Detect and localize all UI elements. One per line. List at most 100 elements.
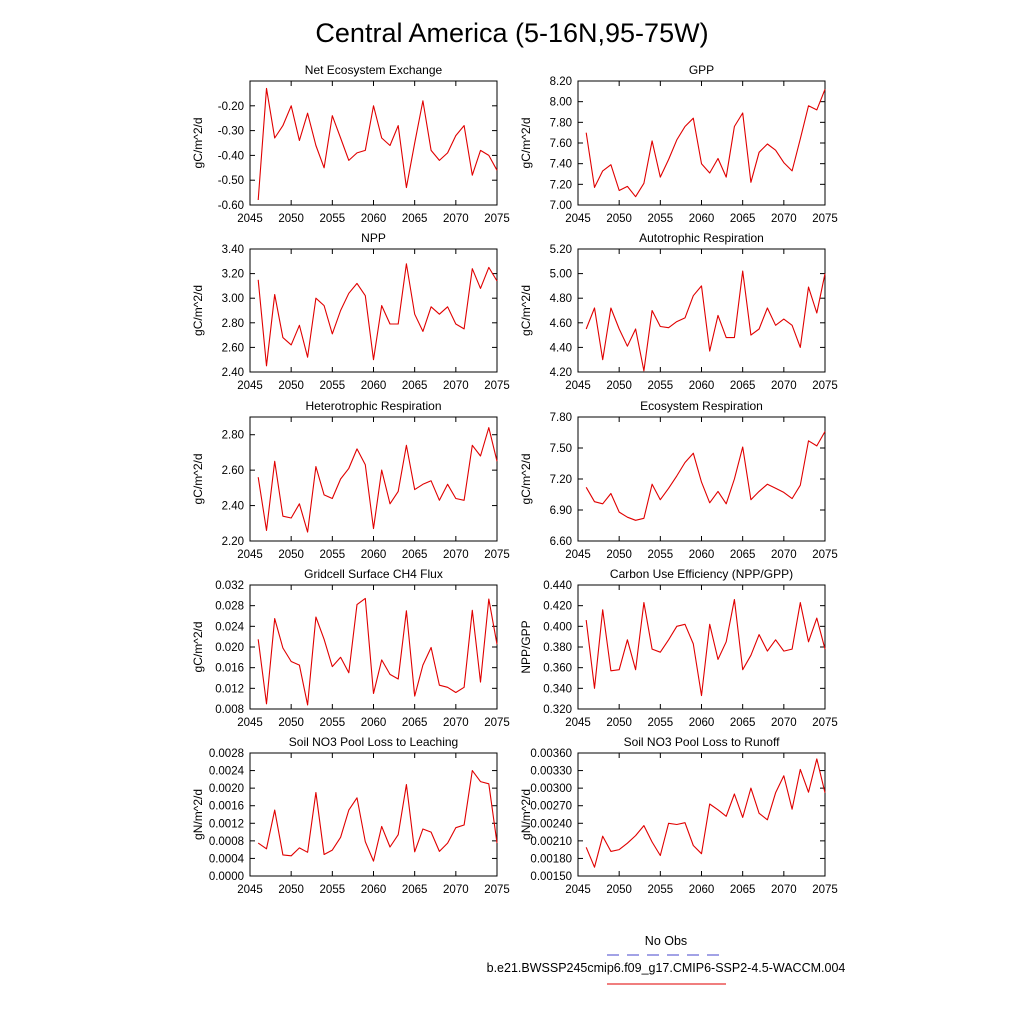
y-tick-label: 6.90: [550, 505, 572, 517]
x-tick-label: 2070: [771, 717, 797, 729]
y-axis-label: gC/m^2/d: [519, 285, 533, 336]
panels-group: Net Ecosystem Exchange -0.60 -0.50 -0.40 -0.…: [191, 63, 838, 896]
x-tick-label: 2050: [606, 549, 632, 561]
plot-frame: [577, 752, 826, 877]
panel-title: Ecosystem Respiration: [640, 399, 763, 413]
x-tick-label: 2045: [237, 717, 263, 729]
y-tick-label: 3.40: [222, 244, 244, 256]
y-tick-label: -0.40: [218, 150, 244, 162]
panel-title: Carbon Use Efficiency (NPP/GPP): [610, 567, 793, 581]
y-axis-label: gN/m^2/d: [519, 789, 533, 840]
y-tick-label: 0.320: [543, 704, 572, 716]
panel-title: GPP: [689, 63, 714, 77]
plot-frame: [249, 416, 498, 542]
y-tick-label: 3.00: [222, 293, 244, 305]
x-tick-label: 2060: [361, 717, 387, 729]
y-tick-label: -0.50: [218, 175, 244, 187]
series-line: [257, 597, 498, 706]
y-tick-label: 4.80: [550, 293, 572, 305]
y-tick-label: 0.00180: [530, 853, 572, 865]
x-tick-label: 2055: [320, 549, 346, 561]
y-tick-label: 0.0008: [209, 836, 244, 848]
x-tick-label: 2045: [565, 549, 591, 561]
x-tick-label: 2050: [278, 213, 304, 225]
plot-frame: [249, 752, 498, 877]
x-tick-label: 2065: [730, 884, 756, 896]
y-tick-label: 2.60: [222, 342, 244, 354]
y-tick-label: 0.00210: [530, 836, 572, 848]
chart-panel-8: Carbon Use Efficiency (NPP/GPP) 0.320 0.34…: [519, 567, 838, 729]
x-tick-label: 2060: [689, 380, 715, 392]
y-tick-label: 0.360: [543, 663, 572, 675]
y-tick-label: 2.80: [222, 318, 244, 330]
x-tick-label: 2045: [237, 380, 263, 392]
y-tick-label: 4.20: [550, 367, 572, 379]
x-tick-label: 2055: [648, 213, 674, 225]
x-tick-label: 2050: [278, 380, 304, 392]
chart-panel-5: Heterotrophic Respiration 2.20 2.40 2.60 2.8…: [191, 399, 510, 561]
series-line: [585, 758, 826, 868]
y-tick-label: 7.00: [550, 200, 572, 212]
y-tick-label: 0.00330: [530, 766, 572, 778]
y-tick-label: 7.60: [550, 138, 572, 150]
x-tick-label: 2075: [812, 884, 838, 896]
x-tick-label: 2070: [443, 884, 469, 896]
y-tick-label: 0.00240: [530, 818, 572, 830]
y-tick-label: 6.60: [550, 536, 572, 548]
x-tick-label: 2065: [402, 549, 428, 561]
series-line: [257, 87, 498, 201]
x-tick-label: 2075: [812, 380, 838, 392]
x-tick-label: 2070: [771, 213, 797, 225]
y-axis-label: NPP/GPP: [519, 620, 533, 673]
panel-title: Gridcell Surface CH4 Flux: [304, 567, 443, 581]
y-tick-label: 0.016: [215, 663, 244, 675]
x-tick-label: 2060: [689, 549, 715, 561]
panel-title: Soil NO3 Pool Loss to Leaching: [289, 735, 458, 749]
plot-frame: [577, 584, 826, 710]
x-tick-label: 2055: [320, 213, 346, 225]
x-tick-label: 2045: [237, 213, 263, 225]
panel-title: Net Ecosystem Exchange: [305, 63, 443, 77]
y-tick-label: 0.0004: [209, 853, 245, 865]
x-tick-label: 2055: [320, 717, 346, 729]
series-line: [585, 270, 826, 372]
x-tick-label: 2050: [606, 380, 632, 392]
y-tick-label: 0.0028: [209, 748, 244, 760]
x-tick-label: 2050: [606, 717, 632, 729]
x-tick-label: 2055: [320, 380, 346, 392]
y-tick-label: 0.0020: [209, 783, 244, 795]
x-tick-label: 2050: [278, 549, 304, 561]
series-line: [585, 89, 826, 198]
legend: No Obs b.e21.BWSSP245cmip6.f09_g17.CMIP6…: [487, 934, 845, 985]
x-tick-label: 2050: [606, 213, 632, 225]
series-line: [585, 431, 826, 521]
chart-panel-10: Soil NO3 Pool Loss to Runoff 0.00150 0.001…: [519, 735, 838, 896]
x-tick-label: 2045: [565, 884, 591, 896]
chart-panel-2: GPP 7.00 7.20 7.40 7.60 7.80 8.00 8.20 2045 2050 2…: [519, 63, 838, 225]
x-tick-label: 2055: [648, 549, 674, 561]
y-tick-label: 7.20: [550, 474, 572, 486]
x-tick-label: 2060: [689, 884, 715, 896]
y-tick-label: 0.0012: [209, 818, 244, 830]
series-line: [257, 427, 498, 533]
x-tick-label: 2045: [565, 717, 591, 729]
y-tick-label: -0.20: [218, 101, 244, 113]
y-tick-label: 0.008: [215, 704, 244, 716]
y-tick-label: 2.80: [222, 430, 244, 442]
plot-frame: [249, 248, 498, 373]
y-axis-label: gC/m^2/d: [191, 118, 205, 169]
y-axis-label: gC/m^2/d: [191, 285, 205, 336]
figure-title: Central America (5-16N,95-75W): [315, 18, 708, 48]
x-tick-label: 2070: [443, 380, 469, 392]
y-tick-label: 7.50: [550, 443, 572, 455]
x-tick-label: 2075: [484, 884, 510, 896]
x-tick-label: 2070: [443, 549, 469, 561]
x-tick-label: 2050: [278, 717, 304, 729]
y-tick-label: 0.00360: [530, 748, 572, 760]
x-tick-label: 2065: [730, 549, 756, 561]
x-tick-label: 2060: [361, 884, 387, 896]
plot-frame: [249, 80, 498, 206]
y-tick-label: 7.80: [550, 117, 572, 129]
y-tick-label: 0.400: [543, 621, 572, 633]
